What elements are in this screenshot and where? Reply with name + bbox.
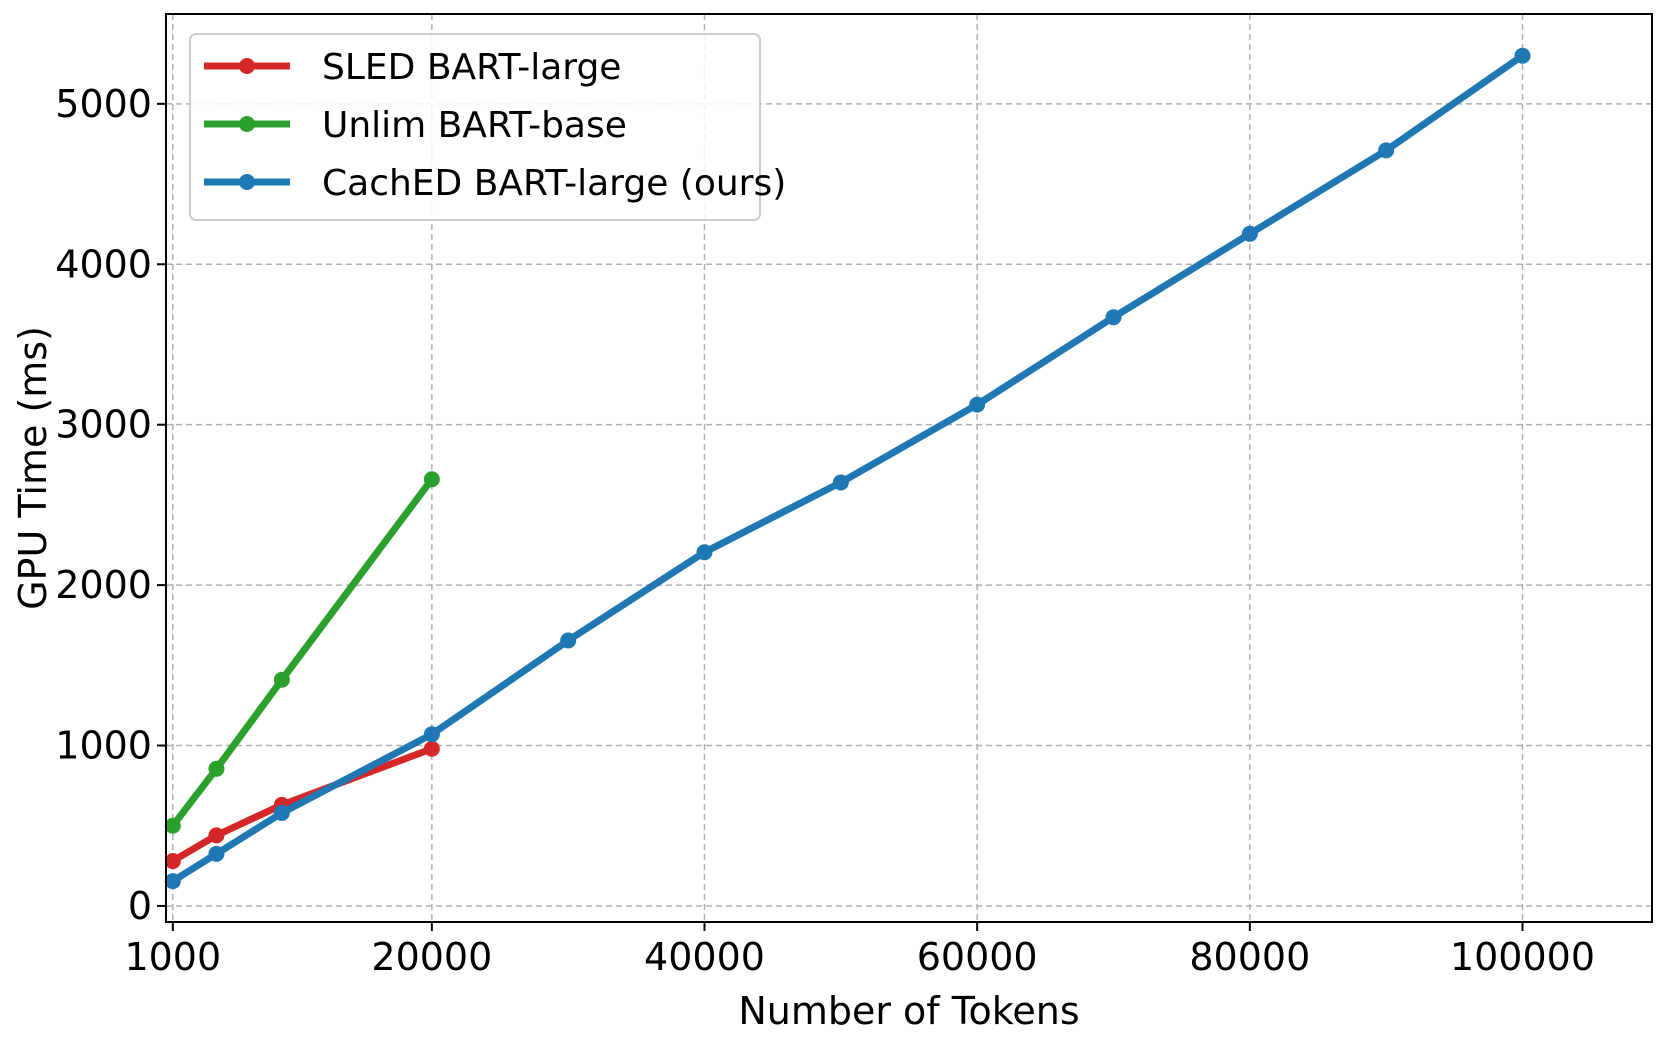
y-axis-label: GPU Time (ms) xyxy=(11,326,55,610)
x-tick-label: 20000 xyxy=(371,935,492,979)
x-axis-label: Number of Tokens xyxy=(738,989,1079,1033)
plot-frame xyxy=(165,13,1653,923)
data-point xyxy=(696,544,713,561)
legend-label: CachED BART-large (ours) xyxy=(322,163,786,204)
y-tick-label: 5000 xyxy=(55,82,152,126)
data-point xyxy=(423,740,440,757)
legend-item: CachED BART-large (ours) xyxy=(204,163,786,204)
legend-item: Unlim BART-base xyxy=(204,105,627,146)
data-point xyxy=(423,726,440,743)
data-point xyxy=(969,396,986,413)
data-point xyxy=(164,873,181,890)
data-point xyxy=(208,760,225,777)
series-1 xyxy=(164,471,440,834)
legend-item: SLED BART-large xyxy=(204,47,621,88)
legend-label: Unlim BART-base xyxy=(322,105,627,146)
axis-ticks: 1000 20000 40000 60000 80000 100000 0 1000 2000 3… xyxy=(55,82,1595,979)
data-point xyxy=(1378,142,1395,159)
data-point xyxy=(164,817,181,834)
y-tick-label: 2000 xyxy=(55,563,152,607)
legend-marker xyxy=(239,58,255,74)
series-line xyxy=(169,52,1526,885)
series-line xyxy=(169,475,436,830)
y-tick-label: 1000 xyxy=(55,724,152,768)
series-2 xyxy=(164,47,1531,890)
data-point xyxy=(1514,47,1531,64)
data-point xyxy=(1241,225,1258,242)
data-point xyxy=(164,853,181,870)
legend-marker xyxy=(239,116,255,132)
y-tick-label: 3000 xyxy=(55,403,152,447)
data-point xyxy=(560,632,577,649)
x-tick-label: 100000 xyxy=(1450,935,1595,979)
data-point xyxy=(208,827,225,844)
data-point xyxy=(1105,309,1122,326)
data-point xyxy=(273,671,290,688)
data-point xyxy=(832,474,849,491)
plot-series xyxy=(164,47,1531,890)
data-point xyxy=(423,471,440,488)
legend-marker xyxy=(239,174,255,190)
legend-box xyxy=(189,33,761,221)
grid-lines xyxy=(166,14,1652,922)
x-tick-label: 60000 xyxy=(917,935,1038,979)
x-tick-label: 80000 xyxy=(1189,935,1310,979)
data-point xyxy=(208,845,225,862)
y-tick-label: 0 xyxy=(128,884,152,928)
x-tick-label: 1000 xyxy=(124,935,221,979)
data-point xyxy=(273,804,290,821)
legend-label: SLED BART-large xyxy=(322,47,621,88)
x-tick-label: 40000 xyxy=(644,935,765,979)
legend: SLED BART-large Unlim BART-base CachED BAR… xyxy=(189,33,786,221)
y-tick-label: 4000 xyxy=(55,242,152,286)
